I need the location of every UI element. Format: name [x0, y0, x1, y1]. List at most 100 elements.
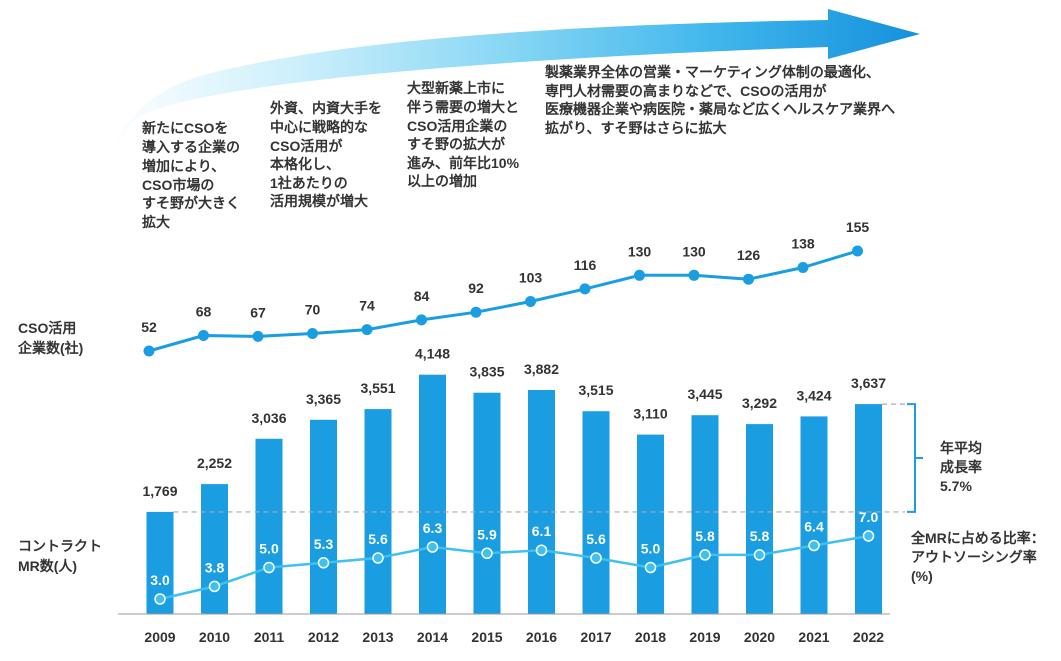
ratio-point-2020 — [753, 549, 766, 561]
annotation-1-line: CSO市場の — [142, 177, 214, 193]
year-tick-label-2021: 2021 — [798, 629, 829, 645]
cso-point-2010 — [198, 330, 209, 341]
cso-series-label: CSO活用 企業数(社) — [17, 320, 83, 356]
mr-bar-2020 — [746, 424, 773, 614]
mr-value-labels: 1,769 2,252 3,036 3,365 3,551 4,148 3,835 3,882… — [142, 346, 886, 499]
ratio-point-2019 — [699, 549, 711, 561]
annotation-2-line: 1社あたりの — [270, 175, 348, 191]
cso-point-2016 — [525, 296, 536, 307]
ratio-value-label-2018: 5.0 — [641, 541, 661, 557]
mr-bar-2019 — [691, 415, 719, 614]
cso-point-2022 — [852, 245, 863, 257]
cso-point-2011 — [252, 330, 264, 342]
annotation-2-line: 活用規模が増大 — [270, 193, 368, 209]
ratio-point-2010 — [208, 580, 221, 593]
annotation-1-line: 増加により、 — [142, 158, 225, 174]
ratio-value-label-2013: 5.6 — [368, 531, 388, 547]
cso-point-2018 — [634, 269, 645, 281]
year-tick-label-2011: 2011 — [254, 629, 285, 645]
annotation-4-line: 製薬業界全体の営業・マーケティング体制の最適化、 — [544, 64, 880, 80]
cso-value-label-2014: 84 — [414, 288, 430, 304]
cagr-bracket — [907, 403, 923, 513]
cso-value-label-2017: 116 — [574, 257, 597, 273]
mr-series-label-line: コントラクト — [18, 538, 102, 554]
year-tick-label-2017: 2017 — [580, 629, 611, 645]
mr-value-label-2017: 3,515 — [578, 382, 613, 398]
annotation-3-line: CSO活用企業の — [407, 118, 507, 134]
x-axis-tick-labels: 2009 2010 2011 2012 2013 2014 2015 2016 2017 2018… — [144, 629, 884, 645]
annotation-1-line: 新たにCSOを — [142, 120, 228, 136]
growth-arrow — [103, 9, 920, 212]
cso-point-2013 — [361, 324, 373, 336]
annotation-3-line: 以上の増加 — [407, 173, 477, 189]
ratio-value-label-2022: 7.0 — [859, 509, 879, 525]
year-tick-label-2015: 2015 — [471, 629, 502, 645]
ratio-value-label-2012: 5.3 — [314, 536, 334, 552]
mr-value-label-2020: 3,292 — [742, 395, 777, 411]
cso-value-label-2012: 70 — [305, 302, 321, 318]
annotation-3: 大型新薬上市に 伴う需要の増大と CSO活用企業の すそ野の拡大が 進み、前年比… — [406, 80, 523, 189]
annotation-4-line: 医療機器企業や病医院・薬局など広くヘルスケア業界へ — [545, 101, 895, 117]
annotation-3-line: 伴う需要の増大と — [406, 99, 519, 115]
annotation-4-line: 拡がり、すそ野はさらに拡大 — [545, 120, 726, 136]
cso-points: 52 68 67 70 74 84 92 103 116 130 130 126 138 155 — [141, 219, 869, 357]
annotation-1-line: 導入する企業の — [142, 139, 240, 155]
cso-value-label-2021: 138 — [791, 236, 815, 252]
mr-series-label: コントラクト MR数(人) — [18, 538, 106, 574]
mr-value-label-2015: 3,835 — [469, 364, 504, 380]
cso-value-label-2013: 74 — [359, 298, 375, 314]
year-tick-label-2018: 2018 — [635, 629, 666, 645]
cso-value-label-2019: 130 — [682, 243, 706, 259]
ratio-point-2011 — [263, 561, 275, 574]
mr-bars — [146, 374, 882, 614]
ratio-point-2014 — [426, 541, 439, 553]
ratio-line — [159, 534, 869, 601]
ratio-value-label-2015: 5.9 — [477, 526, 497, 542]
ratio-point-2013 — [372, 552, 384, 564]
annotation-3-line: 大型新薬上市に — [407, 80, 505, 96]
annotation-4-line: 専門人材需要の高まりなどで、CSOの活用が — [545, 83, 827, 99]
cso-point-2017 — [579, 283, 591, 295]
ratio-value-label-2014: 6.3 — [423, 520, 443, 536]
cagr-label-line: 成長率 — [940, 459, 982, 475]
cso-line — [148, 249, 858, 353]
annotation-1-line: 拡大 — [142, 214, 170, 230]
ratio-series-label: 全MRに占める比率： アウトソーシング率 (%) — [910, 530, 1049, 584]
cso-value-label-2015: 92 — [468, 280, 484, 296]
mr-value-label-2018: 3,110 — [633, 406, 667, 422]
cso-value-label-2016: 103 — [519, 270, 543, 286]
ratio-value-label-2011: 5.0 — [259, 541, 279, 557]
year-tick-label-2016: 2016 — [526, 629, 557, 645]
mr-value-label-2012: 3,365 — [306, 391, 341, 407]
mr-bar-2017 — [582, 411, 610, 614]
ratio-value-label-2017: 5.6 — [586, 531, 606, 547]
mr-bar-2011 — [255, 438, 283, 614]
ratio-series-label-line: (%) — [911, 568, 933, 584]
mr-series-label-line: MR数(人) — [18, 558, 77, 574]
cso-point-2015 — [470, 306, 482, 318]
mr-bar-2013 — [364, 409, 392, 614]
ratio-points: 3.0 3.8 5.0 5.3 5.6 6.3 5.9 6.1 5.6 5.0 5.8 5.8 6.4 7… — [150, 509, 879, 605]
cso-value-label-2022: 155 — [846, 219, 870, 235]
cso-series-label-line: CSO活用 — [18, 320, 76, 336]
ratio-point-2018 — [644, 561, 657, 574]
year-tick-label-2013: 2013 — [362, 629, 393, 645]
cso-value-label-2018: 130 — [628, 243, 652, 259]
ratio-value-label-2010: 3.8 — [205, 559, 225, 575]
annotation-4: 製薬業界全体の営業・マーケティング体制の最適化、 専門人材需要の高まりなどで、C… — [544, 64, 899, 136]
cso-value-label-2011: 67 — [250, 304, 266, 320]
chart-marks: 1,769 2,252 3,036 3,365 3,551 4,148 3,835 3,882… — [118, 219, 923, 645]
mr-bar-2015 — [473, 392, 501, 614]
ratio-point-2012 — [317, 557, 330, 569]
year-tick-label-2014: 2014 — [417, 629, 448, 645]
mr-bar-2012 — [310, 419, 337, 614]
annotation-2-line: 中心に戦略的な — [270, 119, 368, 135]
annotation-2-line: 本格化し、 — [270, 156, 340, 172]
ratio-point-2015 — [481, 547, 493, 560]
annotation-2-line: CSO活用が — [270, 138, 343, 154]
year-tick-label-2010: 2010 — [199, 629, 230, 645]
mr-bar-2014 — [419, 374, 446, 614]
cso-value-label-2020: 126 — [737, 247, 761, 263]
mr-value-label-2016: 3,882 — [524, 361, 559, 377]
